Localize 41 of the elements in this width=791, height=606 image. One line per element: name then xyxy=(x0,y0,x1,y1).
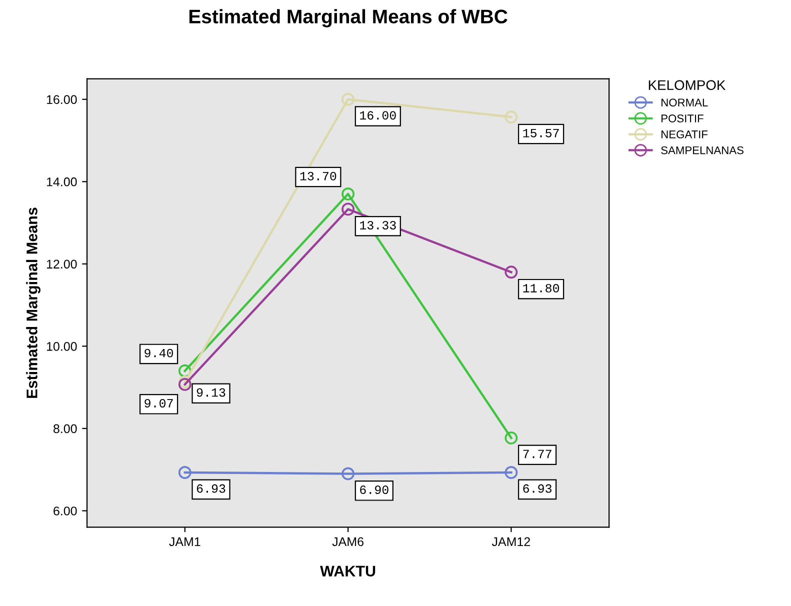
y-tick-label: 16.00 xyxy=(46,95,77,104)
point xyxy=(504,110,518,124)
point xyxy=(178,466,192,479)
data-label: 9.13 xyxy=(196,388,226,397)
data-label: 16.00 xyxy=(360,111,396,120)
y-tick-label: 10.00 xyxy=(46,342,77,351)
data-label: 13.70 xyxy=(300,172,336,180)
x-tick-label: JAM6 xyxy=(332,537,364,546)
point xyxy=(504,431,518,444)
data-label: 13.33 xyxy=(360,221,396,230)
y-tick-label: 8.00 xyxy=(54,424,77,434)
chart-title: Estimated Marginal Means of WBC xyxy=(189,9,508,28)
y-tick-label: 14.00 xyxy=(46,177,77,186)
legend-label: NORMAL xyxy=(662,98,708,106)
point xyxy=(178,378,192,391)
y-axis-title: Estimated Marginal Means xyxy=(26,208,40,398)
y-tick-label: 12.00 xyxy=(46,260,77,269)
legend-label: NEGATIF xyxy=(662,130,708,138)
data-label: 9.07 xyxy=(144,399,173,408)
point xyxy=(342,92,354,106)
y-tick-label: 6.00 xyxy=(54,506,77,516)
legend-title: KELOMPOK xyxy=(648,80,726,90)
point xyxy=(504,466,518,479)
x-axis-title: WAKTU xyxy=(320,566,376,576)
data-label: 6.93 xyxy=(196,484,226,493)
point xyxy=(504,266,518,279)
data-label: 6.93 xyxy=(523,484,552,493)
x-tick-label: JAM1 xyxy=(169,537,200,546)
point xyxy=(342,202,354,216)
point xyxy=(342,188,354,200)
data-label: 11.80 xyxy=(523,284,560,292)
data-label: 15.57 xyxy=(523,128,559,138)
x-tick-label: JAM12 xyxy=(492,537,530,546)
data-label: 6.90 xyxy=(360,486,388,494)
point xyxy=(178,376,192,388)
legend-label: POSITIF xyxy=(662,114,704,122)
data-label: 7.77 xyxy=(523,450,552,458)
point xyxy=(178,364,192,378)
legend-label: SAMPELNANAS xyxy=(661,146,744,154)
point xyxy=(342,467,354,480)
data-label: 9.40 xyxy=(144,348,174,358)
